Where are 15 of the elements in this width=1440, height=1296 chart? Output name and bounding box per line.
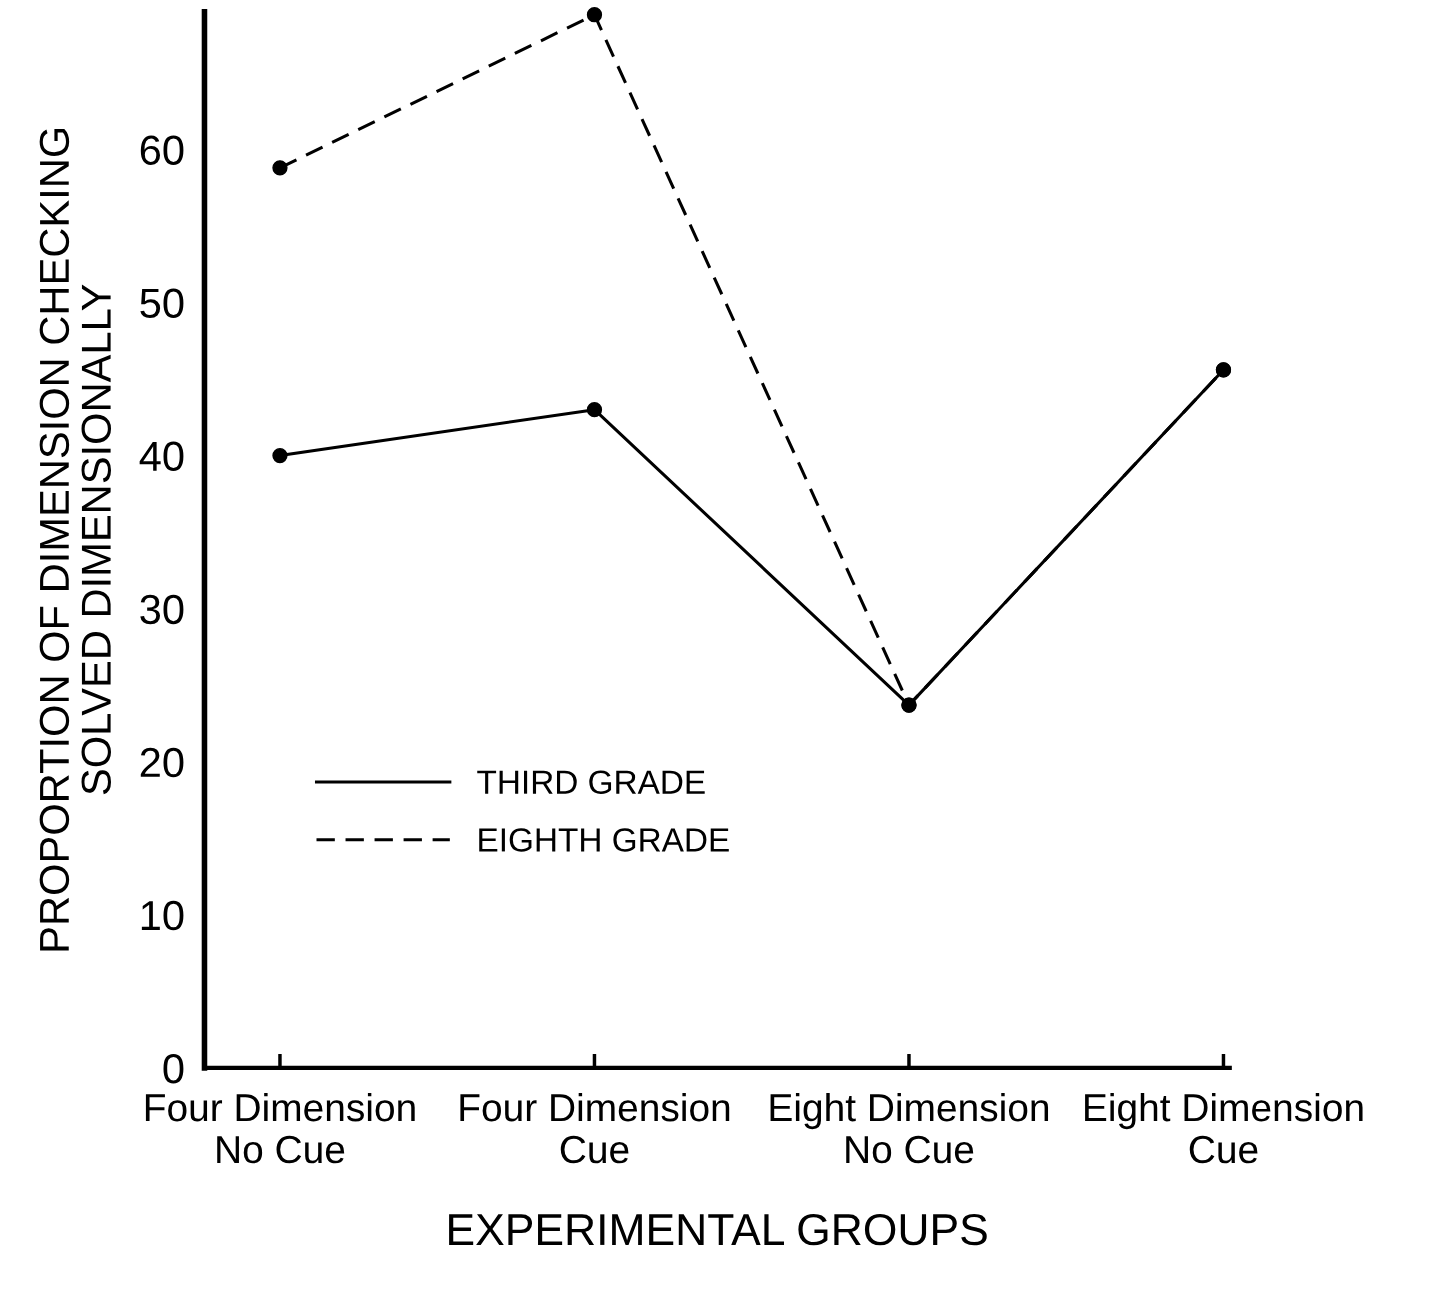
y-tick-label: 50 xyxy=(140,288,184,319)
legend-label: THIRD GRADE xyxy=(477,770,705,795)
x-tick-label: Four Dimension No Cue xyxy=(145,1092,415,1164)
x-tick-label: Eight Dimension Cue xyxy=(1085,1092,1363,1164)
y-tick-label: 20 xyxy=(140,747,184,778)
y-axis-title: PROPORTION OF DIMENSION CHECKING SOLVED DIMENSIONALLY xyxy=(39,128,112,951)
x-tick-label: Four Dimension Cue xyxy=(460,1092,730,1164)
x-axis-title: EXPERIMENTAL GROUPS xyxy=(449,1213,987,1246)
y-tick-label: 30 xyxy=(140,594,184,625)
y-tick-label: 10 xyxy=(141,900,184,931)
y-tick-label: 0 xyxy=(163,1053,184,1084)
x-tick-label: Eight Dimension No Cue xyxy=(770,1092,1049,1164)
y-tick-label: 40 xyxy=(139,441,184,472)
legend-label: EIGHTH GRADE xyxy=(479,828,729,852)
y-tick-label: 60 xyxy=(140,135,184,165)
